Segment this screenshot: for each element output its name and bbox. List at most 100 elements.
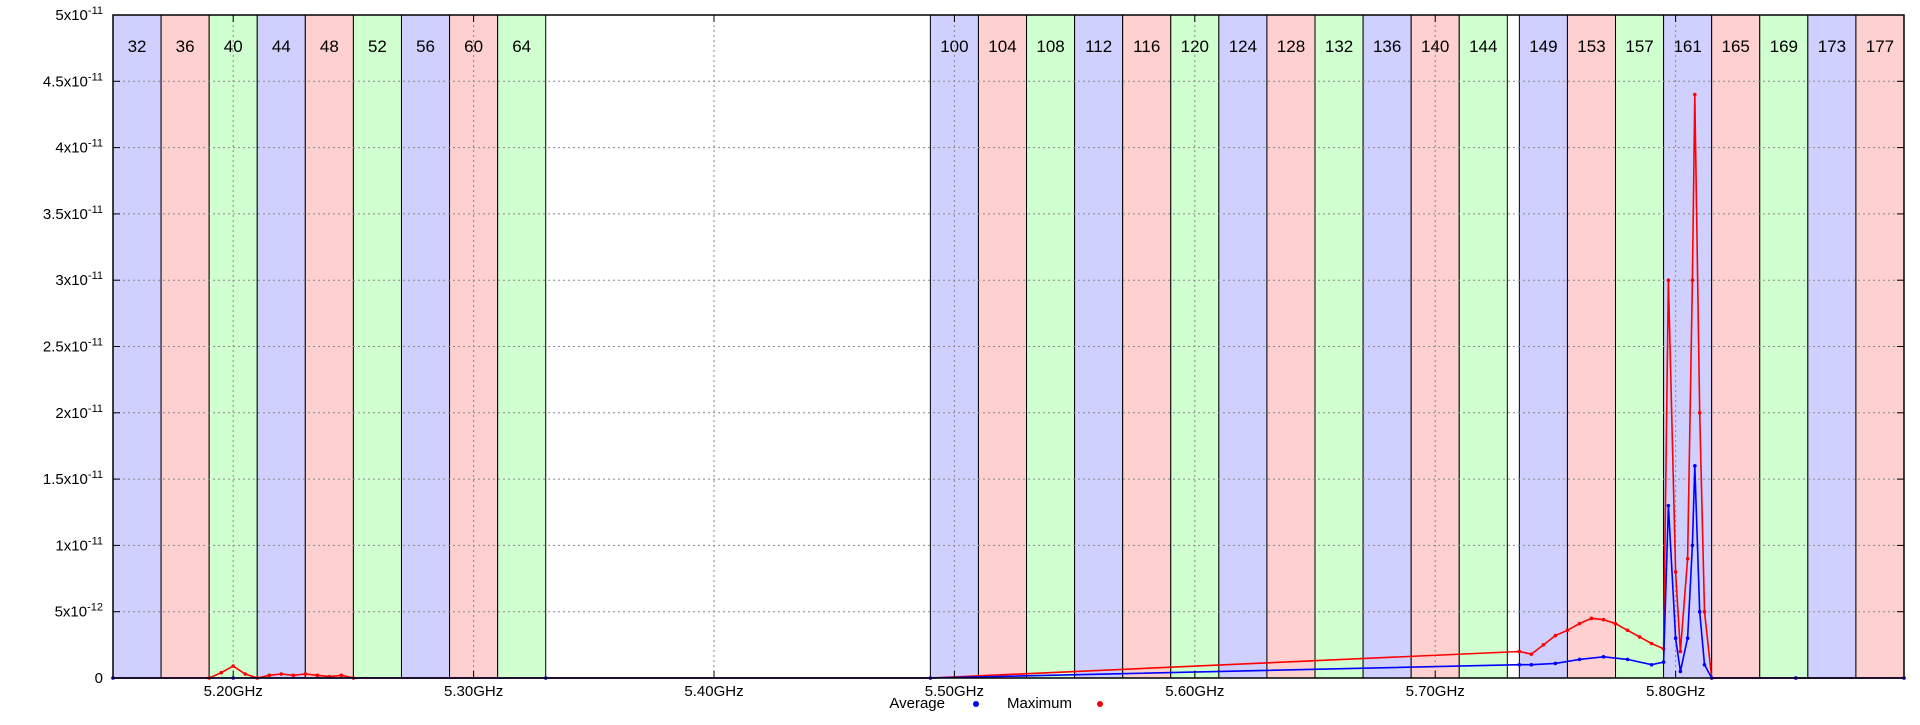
data-point	[1577, 657, 1582, 662]
y-tick-base: 4x10	[55, 140, 88, 157]
data-point	[1517, 662, 1522, 667]
channel-label: 32	[128, 37, 147, 56]
data-point	[231, 664, 236, 668]
channel-label: 128	[1277, 37, 1305, 56]
channel-label: 173	[1818, 37, 1846, 56]
y-tick-base: 1.5x10	[43, 471, 88, 488]
data-point	[1613, 621, 1618, 626]
y-tick-exponent: -11	[88, 535, 103, 547]
data-point	[1678, 669, 1683, 674]
legend-marker-average	[973, 701, 979, 707]
x-tick-label: 5.40GHz	[684, 683, 743, 700]
channel-label: 157	[1625, 37, 1653, 56]
data-point	[1601, 654, 1606, 659]
channel-label: 44	[272, 37, 291, 56]
x-tick-label: 5.20GHz	[204, 683, 263, 700]
data-point	[339, 673, 344, 678]
y-tick-label: 5x10-12	[55, 602, 103, 621]
data-point	[1693, 464, 1697, 468]
data-point	[1702, 609, 1707, 614]
data-point	[219, 670, 223, 675]
channel-label: 108	[1036, 37, 1064, 56]
y-tick-exponent: -12	[87, 602, 103, 614]
y-tick-base: 3x10	[55, 272, 88, 289]
channel-bands: 32 36 40 44 48 52 56 60 64 100 104 108 112 116 120 124 1…	[112, 14, 1905, 679]
data-point	[1693, 92, 1697, 97]
legend-label-average: Average	[889, 695, 945, 712]
x-tick-label: 5.50GHz	[925, 683, 984, 700]
y-tick-exponent: -11	[88, 337, 103, 349]
data-point	[1685, 556, 1690, 561]
channel-label: 56	[416, 37, 435, 56]
grid-lines	[113, 15, 1904, 678]
channel-label: 52	[368, 37, 387, 56]
data-point	[1666, 503, 1671, 508]
y-tick-base: 5x10	[55, 604, 88, 621]
y-tick-exponent: -11	[88, 5, 103, 17]
data-series	[111, 92, 1906, 680]
data-point	[267, 673, 272, 678]
y-tick-exponent: -11	[88, 270, 103, 282]
y-tick-label: 2.5x10-11	[43, 337, 103, 356]
data-point	[1565, 628, 1570, 633]
data-point	[291, 673, 296, 678]
channel-label: 177	[1866, 37, 1894, 56]
y-tick-base: 3.5x10	[43, 206, 88, 223]
data-point	[1661, 660, 1666, 664]
y-tick-label: 4x10-11	[55, 138, 103, 157]
y-tick-label: 1.5x10-11	[43, 469, 103, 488]
channel-label: 161	[1673, 37, 1701, 56]
channel-label: 132	[1325, 37, 1353, 56]
y-tick-exponent: -11	[88, 138, 103, 150]
data-point	[1678, 649, 1683, 654]
legend: Average Maximum	[889, 695, 1103, 712]
data-point	[1529, 662, 1534, 667]
y-tick-base: 4.5x10	[43, 73, 88, 90]
data-point	[1666, 278, 1671, 283]
data-point	[1553, 633, 1558, 638]
channel-label: 165	[1722, 37, 1750, 56]
y-tick-exponent: -11	[88, 403, 103, 415]
y-tick-base: 1x10	[55, 537, 88, 554]
y-tick-base: 5x10	[55, 7, 88, 24]
data-point	[1541, 643, 1546, 647]
data-point	[1690, 543, 1695, 548]
data-point	[1625, 628, 1630, 633]
data-point	[1690, 278, 1695, 283]
channel-label: 64	[512, 37, 531, 56]
channel-label: 124	[1229, 37, 1257, 56]
data-point	[1577, 621, 1582, 626]
y-tick-label: 3.5x10-11	[43, 204, 103, 223]
channel-label: 144	[1469, 37, 1497, 56]
x-tick-label: 5.70GHz	[1406, 683, 1465, 700]
data-point	[1637, 635, 1642, 639]
data-point	[1702, 662, 1707, 667]
data-point	[243, 672, 248, 676]
x-tick-label: 5.60GHz	[1165, 683, 1224, 700]
data-point	[1649, 641, 1654, 646]
y-tick-label: 0	[95, 670, 103, 687]
data-point	[1673, 570, 1678, 574]
data-point	[1649, 662, 1654, 667]
y-tick-label: 2x10-11	[55, 403, 103, 422]
y-tick-base: 2.5x10	[43, 339, 88, 356]
data-point	[1625, 657, 1630, 662]
y-tick-label: 4.5x10-11	[43, 71, 103, 90]
data-point	[1697, 411, 1702, 415]
data-point	[1589, 616, 1594, 621]
channel-label: 112	[1085, 37, 1112, 56]
axes: 05x10-121x10-111.5x10-112x10-112.5x10-11…	[43, 5, 1904, 700]
y-tick-label: 5x10-11	[55, 5, 103, 24]
y-tick-exponent: -11	[88, 71, 103, 83]
channel-label: 153	[1577, 37, 1605, 56]
data-point	[1697, 609, 1702, 614]
y-tick-base: 0	[95, 670, 103, 687]
data-point	[1685, 636, 1690, 641]
channel-label: 149	[1529, 37, 1557, 56]
y-tick-exponent: -11	[88, 204, 103, 216]
channel-label: 169	[1770, 37, 1798, 56]
data-point	[1673, 636, 1678, 641]
channel-label: 104	[988, 37, 1016, 56]
